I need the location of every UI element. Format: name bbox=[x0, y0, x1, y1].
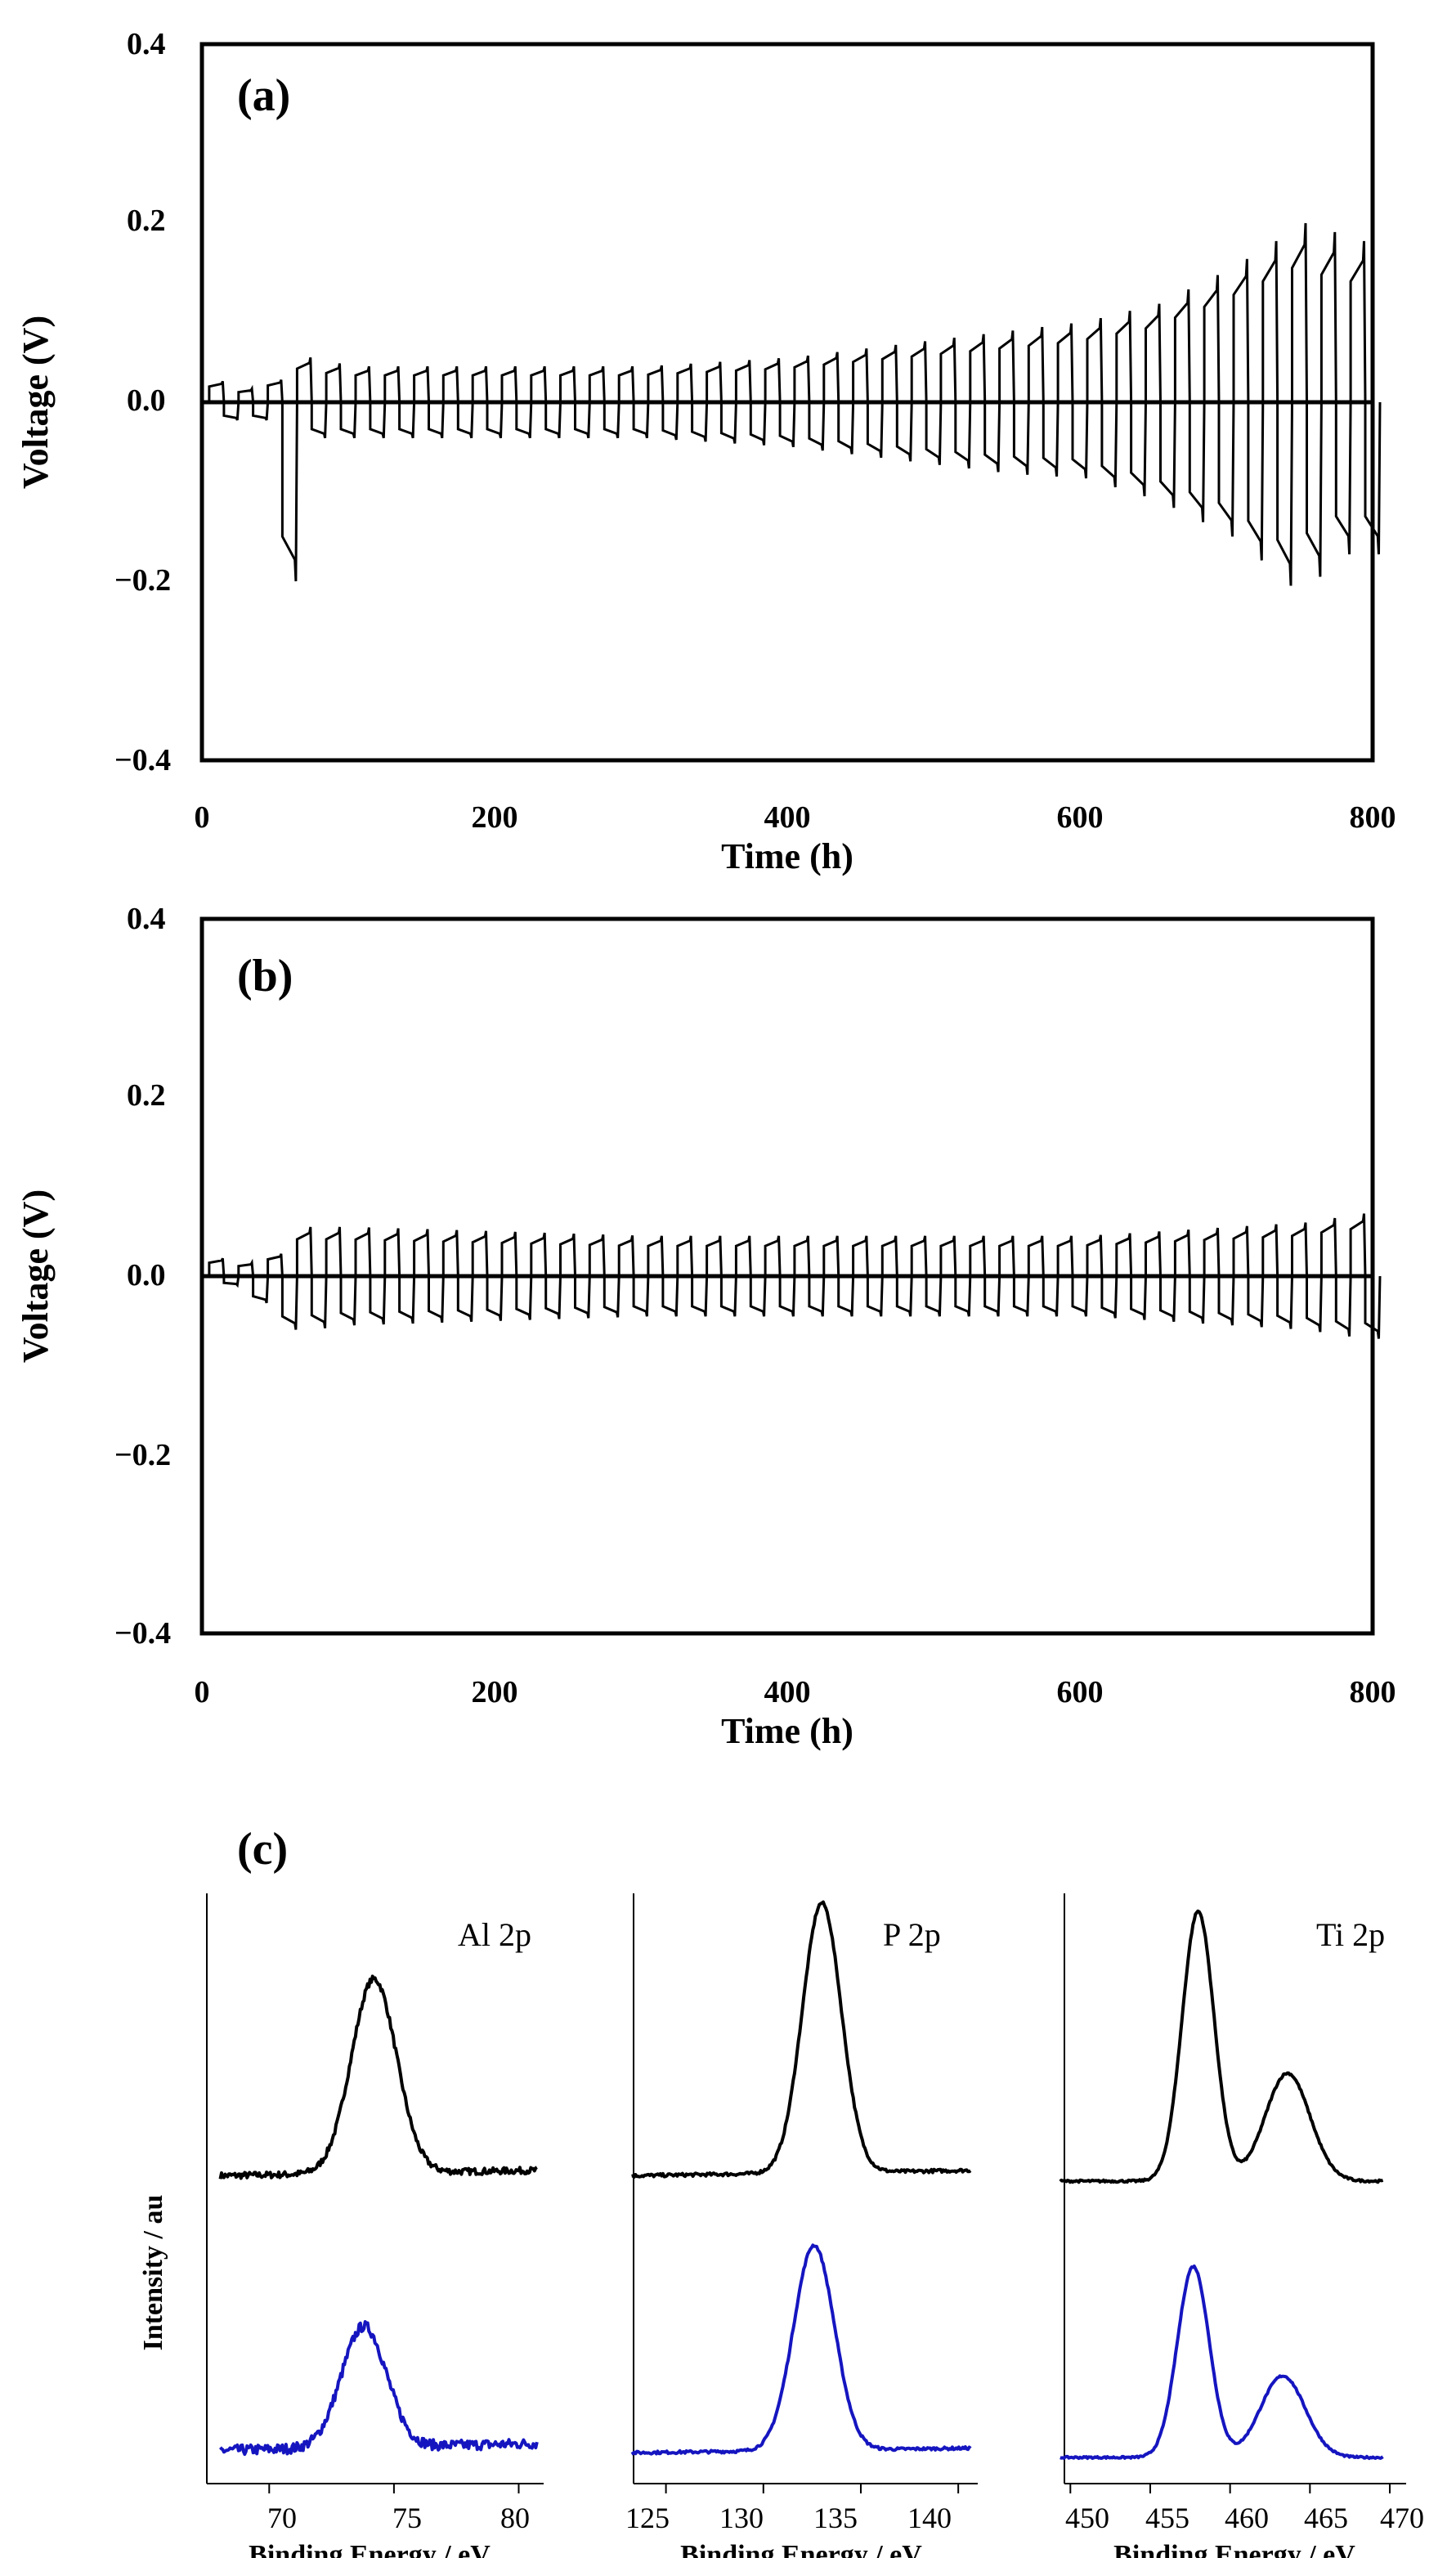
panel-b-x-tick-2: 400 bbox=[764, 1675, 811, 1709]
panel-a-y-tick-0: 0.4 bbox=[127, 27, 166, 61]
ti-2p-spectrum-bottom bbox=[1060, 2265, 1384, 2461]
p-2p-x-tick-1: 130 bbox=[719, 2502, 764, 2534]
panel-a-trace bbox=[202, 222, 1382, 586]
p-2p-x-tick-2: 135 bbox=[813, 2502, 858, 2534]
panel-c: (c) Intensity / au Al 2p 70 75 80 Bindin… bbox=[138, 1824, 1424, 2558]
panel-a-x-tick-2: 400 bbox=[764, 800, 811, 835]
panel-b-y-tick-3: −0.2 bbox=[114, 1438, 171, 1472]
panel-b-trace bbox=[202, 1213, 1382, 1339]
ti-2p-x-tick-4: 470 bbox=[1380, 2502, 1424, 2534]
ti-2p-x-tick-3: 465 bbox=[1304, 2502, 1348, 2534]
panel-b-y-axis-label: Voltage (V) bbox=[16, 1189, 56, 1363]
panel-b-x-axis-label: Time (h) bbox=[721, 1711, 853, 1751]
panel-a-x-tick-1: 200 bbox=[472, 800, 518, 835]
p-2p-label: P 2p bbox=[883, 1916, 941, 1953]
subplot-ti-2p: Ti 2p 450 455 460 465 470 Binding Energy… bbox=[1059, 1893, 1424, 2558]
panel-a-x-tick-4: 800 bbox=[1350, 800, 1396, 835]
panel-b-y-tick-2: 0.0 bbox=[127, 1258, 166, 1292]
panel-a: (a) 0.4 0.2 0.0 −0.2 −0.4 0 200 400 600 … bbox=[16, 27, 1396, 876]
panel-b-y-tick-0: 0.4 bbox=[127, 902, 166, 936]
subplot-al-2p: Al 2p 70 75 80 Binding Energy / eV bbox=[206, 1893, 544, 2558]
panel-b-x-tick-3: 600 bbox=[1057, 1675, 1104, 1709]
ti-2p-spectrum-top bbox=[1059, 1909, 1384, 2184]
panel-a-y-tick-1: 0.2 bbox=[127, 204, 166, 238]
al-2p-spectrum-top bbox=[218, 1974, 538, 2180]
ti-2p-x-tick-0: 450 bbox=[1065, 2502, 1109, 2534]
panel-b-label: (b) bbox=[237, 951, 293, 1001]
al-2p-x-tick-1: 75 bbox=[392, 2502, 422, 2534]
al-2p-spectra bbox=[218, 1974, 539, 2493]
panel-a-x-axis-label: Time (h) bbox=[721, 836, 853, 876]
p-2p-spectrum-top bbox=[631, 1900, 972, 2179]
ti-2p-x-axis-label: Binding Energy / eV bbox=[1113, 2540, 1355, 2558]
panel-a-y-tick-4: −0.4 bbox=[114, 743, 171, 777]
panel-a-y-tick-2: 0.0 bbox=[127, 383, 166, 418]
panel-b-x-tick-1: 200 bbox=[472, 1675, 518, 1709]
panel-c-y-axis-label: Intensity / au bbox=[138, 2195, 168, 2351]
ti-2p-spectra bbox=[1059, 1909, 1391, 2493]
p-2p-x-tick-0: 125 bbox=[625, 2502, 670, 2534]
panel-a-label: (a) bbox=[237, 70, 290, 121]
ti-2p-x-tick-1: 455 bbox=[1145, 2502, 1189, 2534]
panel-b-x-tick-4: 800 bbox=[1350, 1675, 1396, 1709]
al-2p-x-axis-label: Binding Energy / eV bbox=[249, 2540, 491, 2558]
panel-a-x-tick-3: 600 bbox=[1057, 800, 1104, 835]
panel-b-y-tick-1: 0.2 bbox=[127, 1078, 166, 1113]
p-2p-x-tick-3: 140 bbox=[907, 2502, 952, 2534]
al-2p-spectrum-bottom bbox=[219, 2320, 539, 2457]
al-2p-x-tick-0: 70 bbox=[267, 2502, 297, 2534]
p-2p-x-axis-label: Binding Energy / eV bbox=[680, 2540, 922, 2558]
panel-c-label: (c) bbox=[237, 1824, 288, 1875]
panel-b: (b) 0.4 0.2 0.0 −0.2 −0.4 0 200 400 600 … bbox=[16, 902, 1396, 1751]
ti-2p-x-tick-2: 460 bbox=[1225, 2502, 1269, 2534]
panel-a-x-tick-0: 0 bbox=[195, 800, 210, 835]
al-2p-label: Al 2p bbox=[458, 1916, 531, 1953]
panel-b-y-tick-4: −0.4 bbox=[114, 1616, 171, 1651]
ti-2p-label: Ti 2p bbox=[1316, 1916, 1385, 1953]
panel-a-y-axis-label: Voltage (V) bbox=[16, 316, 56, 489]
p-2p-spectrum-bottom bbox=[630, 2243, 972, 2456]
panel-b-voltage-trace bbox=[208, 1213, 1382, 1339]
panel-b-x-tick-0: 0 bbox=[195, 1675, 210, 1709]
p-2p-spectra bbox=[630, 1900, 972, 2493]
subplot-p-2p: P 2p 125 130 135 140 Binding Energy / eV bbox=[625, 1893, 978, 2558]
al-2p-x-tick-2: 80 bbox=[500, 2502, 530, 2534]
panel-a-y-tick-3: −0.2 bbox=[114, 563, 171, 598]
panel-a-voltage-trace bbox=[208, 222, 1382, 586]
